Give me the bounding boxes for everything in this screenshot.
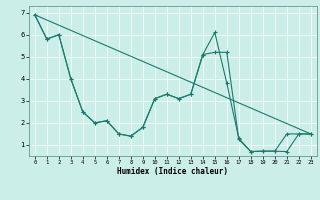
X-axis label: Humidex (Indice chaleur): Humidex (Indice chaleur) [117,167,228,176]
